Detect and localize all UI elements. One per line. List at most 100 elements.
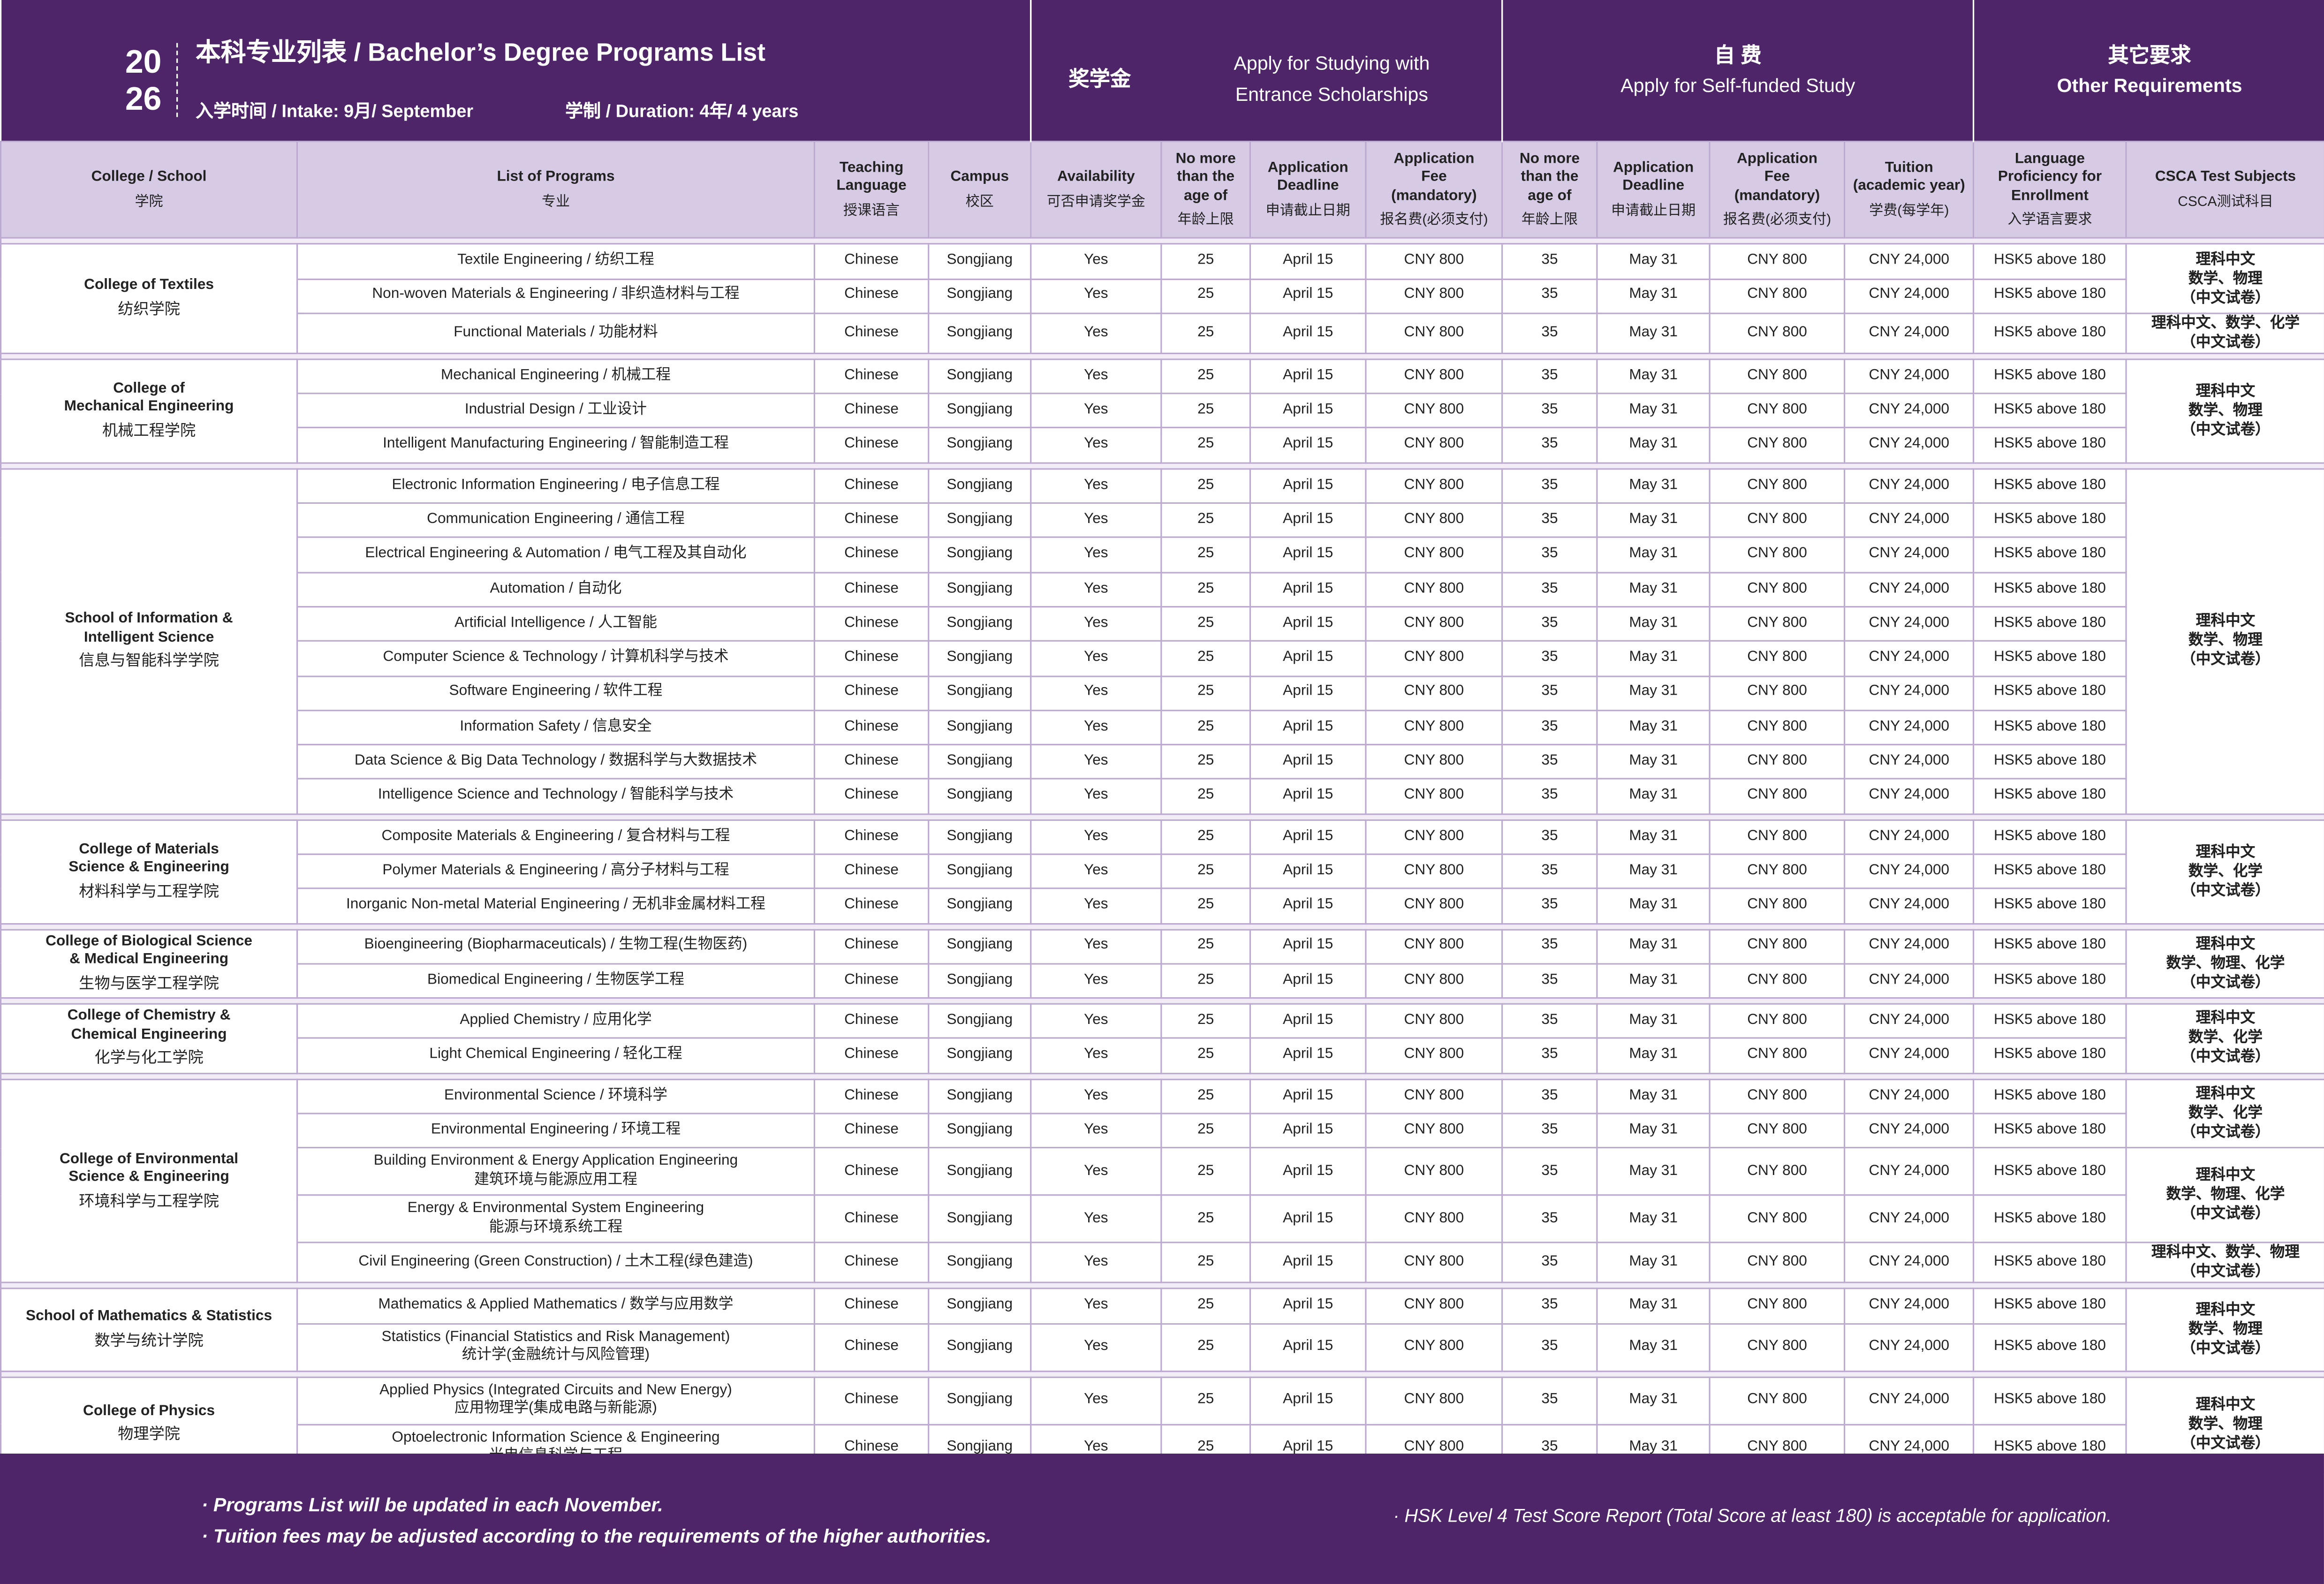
deadline: April 15 <box>1249 243 1367 280</box>
campus: Songjiang <box>928 640 1032 677</box>
deadline: April 15 <box>1249 312 1367 354</box>
teaching-language: Chinese <box>813 537 930 573</box>
campus: Songjiang <box>928 606 1032 642</box>
tuition: CNY 24,000 <box>1844 963 1975 999</box>
campus: Songjiang <box>928 1376 1032 1425</box>
language-proficiency: HSK5 above 180 <box>1973 1376 2127 1425</box>
deadline: May 31 <box>1596 853 1711 890</box>
column-header-en: Teaching Language <box>836 159 907 195</box>
age-limit: 25 <box>1160 468 1251 504</box>
language-proficiency: HSK5 above 180 <box>1973 427 2127 463</box>
application-fee: CNY 800 <box>1709 1078 1846 1114</box>
application-fee: CNY 800 <box>1709 358 1846 394</box>
program-row: School of Information & Intelligent Scie… <box>0 468 2324 815</box>
age-limit: 25 <box>1160 853 1251 890</box>
language-proficiency: HSK5 above 180 <box>1973 1195 2127 1244</box>
application-fee: CNY 800 <box>1365 537 1503 573</box>
age-limit: 35 <box>1501 1195 1598 1244</box>
teaching-language: Chinese <box>813 278 930 314</box>
availability: Yes <box>1030 1038 1162 1074</box>
age-limit: 35 <box>1501 427 1598 463</box>
application-fee: CNY 800 <box>1709 819 1846 855</box>
age-limit: 25 <box>1160 675 1251 711</box>
teaching-language: Chinese <box>813 744 930 780</box>
separator-row <box>0 352 2324 360</box>
application-fee: CNY 800 <box>1365 1147 1503 1197</box>
language-proficiency: HSK5 above 180 <box>1973 888 2127 924</box>
teaching-language: Chinese <box>813 709 930 746</box>
campus: Songjiang <box>928 571 1032 607</box>
program-row: Building Environment & Energy Applicatio… <box>1 1147 2324 1244</box>
separator <box>0 352 2324 360</box>
campus: Songjiang <box>928 819 1032 855</box>
age-limit: 25 <box>1160 278 1251 314</box>
program: Industrial Design / 工业设计 <box>296 393 816 429</box>
age-limit: 25 <box>1160 243 1251 280</box>
tuition: CNY 24,000 <box>1844 243 1975 280</box>
application-fee: CNY 800 <box>1365 819 1503 855</box>
age-limit: 35 <box>1501 537 1598 573</box>
program: Applied Chemistry / 应用化学 <box>296 1003 816 1040</box>
program: Environmental Science / 环境科学 <box>296 1078 816 1114</box>
campus: Songjiang <box>928 963 1032 999</box>
program: Inorganic Non-metal Material Engineering… <box>296 888 816 924</box>
deadline: May 31 <box>1596 963 1711 999</box>
deadline: May 31 <box>1596 427 1711 463</box>
program: Electrical Engineering & Automation / 电气… <box>296 537 816 573</box>
program: Data Science & Big Data Technology / 数据科… <box>296 744 816 780</box>
column-header-en: Tuition (academic year) <box>1853 159 1965 195</box>
availability: Yes <box>1030 502 1162 538</box>
tuition: CNY 24,000 <box>1844 312 1975 354</box>
application-fee: CNY 800 <box>1365 1113 1503 1149</box>
scholarship-cn: 奖学金 <box>1068 67 1131 91</box>
campus: Songjiang <box>928 468 1032 504</box>
tuition: CNY 24,000 <box>1844 675 1975 711</box>
college-name-cn: 信息与智能科学学院 <box>79 652 219 670</box>
footer: · Programs List will be updated in each … <box>0 1453 2324 1584</box>
deadline: April 15 <box>1249 853 1367 890</box>
language-proficiency: HSK5 above 180 <box>1973 278 2127 314</box>
column-header-cn: 学费(每学年) <box>1869 203 1949 219</box>
college-cell: School of Mathematics & Statistics 数学与统计学… <box>0 1288 298 1372</box>
college-name: College of Biological Science & Medical … <box>45 933 252 968</box>
age-limit: 35 <box>1501 744 1598 780</box>
application-fee: CNY 800 <box>1365 1078 1503 1114</box>
self-funded-en: Apply for Self-funded Study <box>1620 75 1855 97</box>
deadline: April 15 <box>1249 778 1367 815</box>
deadline: May 31 <box>1596 312 1711 354</box>
availability: Yes <box>1030 358 1162 394</box>
program-row: Automation / 自动化 Chinese Songjiang Yes 25 Apr… <box>1 571 2324 607</box>
language-proficiency: HSK5 above 180 <box>1973 393 2127 429</box>
availability: Yes <box>1030 1003 1162 1040</box>
age-limit: 25 <box>1160 358 1251 394</box>
teaching-language: Chinese <box>813 1078 930 1114</box>
scholarship-en: Apply for Studying with Entrance Scholar… <box>1234 52 1430 105</box>
college-cell: College of Environmental Science & Engin… <box>0 1078 298 1284</box>
deadline: May 31 <box>1596 571 1711 607</box>
age-limit: 25 <box>1160 502 1251 538</box>
other-en: Other Requirements <box>2057 75 2242 97</box>
deadline: April 15 <box>1249 1195 1367 1244</box>
availability: Yes <box>1030 468 1162 504</box>
availability: Yes <box>1030 1113 1162 1149</box>
campus: Songjiang <box>928 278 1032 314</box>
availability: Yes <box>1030 640 1162 677</box>
language-proficiency: HSK5 above 180 <box>1973 675 2127 711</box>
age-limit: 25 <box>1160 888 1251 924</box>
deadline: April 15 <box>1249 1078 1367 1114</box>
program: Software Engineering / 软件工程 <box>296 675 816 711</box>
college-name-cn: 化学与化工学院 <box>94 1049 204 1068</box>
language-proficiency: HSK5 above 180 <box>1973 778 2127 815</box>
campus: Songjiang <box>928 1288 1032 1325</box>
banner-row: 20 26 本科专业列表 / Bachelor’s Degree Programs… <box>0 0 2324 142</box>
availability: Yes <box>1030 963 1162 999</box>
column-header-en: No more than the age of <box>1175 150 1236 204</box>
program: Electronic Information Engineering / 电子信… <box>296 468 816 504</box>
age-limit: 25 <box>1160 963 1251 999</box>
application-fee: CNY 800 <box>1365 675 1503 711</box>
column-header-cn: CSCA测试科目 <box>2178 193 2273 210</box>
application-fee: CNY 800 <box>1709 278 1846 314</box>
deadline: April 15 <box>1249 963 1367 999</box>
college-name-cn: 生物与医学工程学院 <box>79 975 219 993</box>
application-fee: CNY 800 <box>1365 640 1503 677</box>
